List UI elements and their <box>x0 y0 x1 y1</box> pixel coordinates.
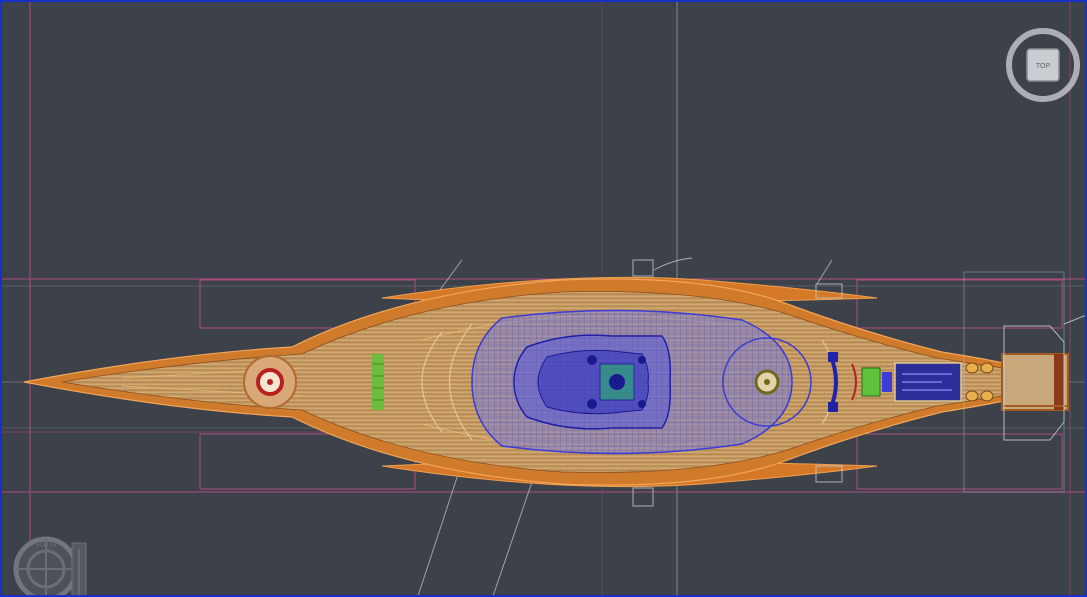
navigation-wheel[interactable]: SOUTH <box>6 529 90 595</box>
cleat-icons <box>965 362 994 402</box>
side-markers <box>632 257 843 507</box>
cockpit-seat-icon[interactable] <box>471 309 793 455</box>
compass-north-tick: · <box>1042 27 1044 33</box>
viewcube[interactable]: TOP · <box>1002 24 1084 106</box>
viewcube-face-top[interactable] <box>1026 48 1060 82</box>
nav-wheel-label: SOUTH <box>36 543 57 549</box>
mast-step-icon[interactable] <box>722 337 812 427</box>
stern-block <box>1001 353 1069 411</box>
bow-fitting[interactable] <box>243 355 297 409</box>
green-marker-front <box>372 354 384 410</box>
deck-hatch-icon[interactable] <box>894 362 962 402</box>
rudder-post-icon[interactable] <box>828 352 892 412</box>
stern-outlines <box>963 271 1085 493</box>
viewcube-label: TOP <box>1036 63 1051 70</box>
viewcube-ring[interactable] <box>1006 28 1080 102</box>
